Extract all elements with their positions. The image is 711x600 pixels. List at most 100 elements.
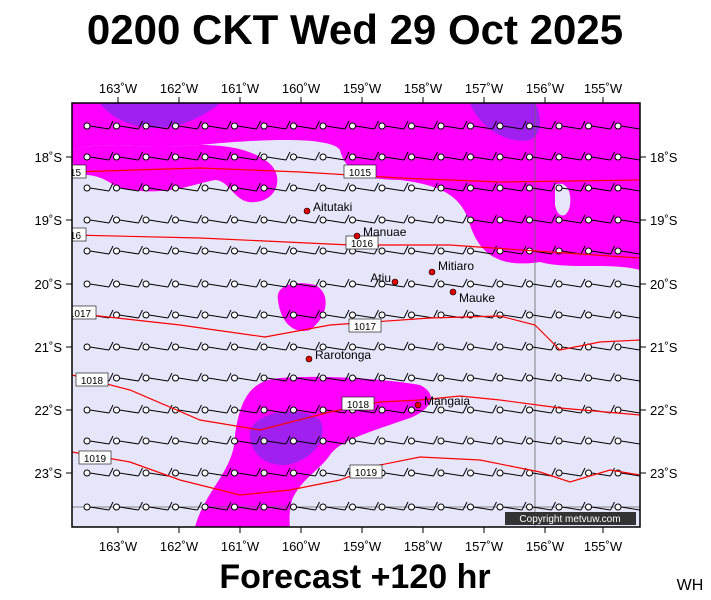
barb-shaft bbox=[443, 156, 464, 161]
barb-station bbox=[437, 247, 445, 255]
barb-station bbox=[290, 122, 297, 130]
barb-station bbox=[231, 153, 238, 161]
barb-shaft bbox=[355, 314, 375, 319]
barb-station bbox=[408, 153, 415, 161]
barb-shaft bbox=[620, 346, 640, 351]
barb-shaft bbox=[148, 125, 169, 130]
barb-station bbox=[231, 311, 238, 319]
barb-shaft bbox=[355, 156, 375, 161]
barb-flag bbox=[610, 372, 615, 382]
barb-flag bbox=[433, 151, 438, 161]
barb-shaft bbox=[119, 283, 139, 288]
barb-station bbox=[172, 247, 179, 255]
isobar-label-box bbox=[72, 305, 97, 320]
barb-shaft bbox=[591, 472, 611, 477]
barb-flag bbox=[285, 435, 291, 445]
barb-shaft bbox=[207, 346, 228, 351]
barb-station bbox=[378, 247, 386, 255]
barb-flag bbox=[197, 120, 202, 130]
barb-station bbox=[349, 311, 356, 319]
barb-station bbox=[467, 216, 474, 224]
barb-shaft bbox=[591, 156, 611, 161]
barb-flag bbox=[108, 435, 114, 445]
barb-shaft bbox=[561, 377, 582, 382]
barb-shaft bbox=[148, 506, 169, 511]
barb-flag bbox=[462, 501, 468, 511]
barb-shaft bbox=[561, 219, 582, 224]
barb-flag bbox=[138, 182, 143, 192]
barb-station bbox=[378, 122, 386, 130]
clear-area bbox=[555, 183, 571, 216]
map: 1015 1015 1016 1016 1017 1017 1018 1018 1019 1019 bbox=[59, 103, 640, 527]
barb-shaft bbox=[502, 314, 523, 319]
barb-station bbox=[526, 503, 533, 511]
barb-flag bbox=[256, 501, 261, 511]
barb-shaft bbox=[119, 440, 139, 445]
barb-shaft bbox=[119, 219, 139, 224]
barb-station bbox=[231, 280, 238, 288]
barb-station bbox=[614, 280, 622, 288]
barb-flag bbox=[374, 214, 379, 224]
barb-shaft bbox=[532, 314, 552, 319]
barb-flag bbox=[433, 245, 438, 255]
barb-shaft bbox=[414, 156, 434, 161]
barb-flag bbox=[403, 120, 409, 130]
barb-flag bbox=[108, 120, 114, 130]
barb-flag bbox=[374, 372, 379, 382]
barb-station bbox=[614, 374, 622, 382]
barb-flag bbox=[167, 435, 173, 445]
barb-station bbox=[437, 122, 445, 130]
barb-station bbox=[437, 503, 445, 511]
isobar-label: 1015 bbox=[349, 168, 372, 179]
barb-shaft bbox=[325, 125, 346, 130]
island-marker bbox=[428, 268, 436, 276]
barb-station bbox=[172, 503, 179, 511]
barb-shaft bbox=[473, 187, 493, 192]
barb-shaft bbox=[89, 409, 110, 414]
copyright-box bbox=[505, 512, 636, 525]
barb-station bbox=[290, 216, 297, 224]
barb-shaft bbox=[237, 440, 257, 445]
barb-station bbox=[260, 343, 268, 351]
corner-label: WH bbox=[677, 577, 704, 594]
barb-shaft bbox=[178, 314, 198, 319]
isobar-labels: 1015 1015 1016 1016 1017 1017 1018 1018 1019 1019 bbox=[59, 164, 383, 479]
barb-shaft bbox=[355, 440, 375, 445]
barb-flag bbox=[403, 435, 409, 445]
barb-flag bbox=[551, 501, 556, 511]
isobar-label-box bbox=[72, 227, 87, 242]
lat-label: 22˚S bbox=[35, 403, 63, 418]
barb-station bbox=[83, 280, 91, 288]
barb-flag bbox=[138, 151, 143, 161]
barb-station bbox=[113, 503, 120, 511]
barb-station bbox=[83, 343, 91, 351]
barb-station bbox=[231, 406, 238, 414]
barb-shaft bbox=[119, 377, 139, 382]
barb-flag bbox=[256, 435, 261, 445]
isobar-label: 1015 bbox=[59, 168, 82, 179]
barb-station bbox=[319, 247, 327, 255]
isobar-label: 1017 bbox=[69, 309, 92, 320]
barb-shaft bbox=[384, 314, 405, 319]
barb-flag bbox=[433, 120, 438, 130]
barb-station bbox=[319, 184, 327, 192]
barb-station bbox=[349, 280, 356, 288]
barb-flag bbox=[285, 309, 291, 319]
barb-shaft bbox=[296, 506, 316, 511]
barb-shaft bbox=[532, 125, 552, 130]
isobar-label-box bbox=[345, 235, 379, 250]
barb-flag bbox=[256, 309, 261, 319]
isobar-label-box bbox=[341, 396, 375, 411]
barb-station bbox=[142, 406, 150, 414]
barb-flag bbox=[344, 501, 350, 511]
barb-flag bbox=[256, 467, 261, 477]
precip-area bbox=[195, 376, 431, 527]
barb-flag bbox=[315, 309, 320, 319]
barb-shaft bbox=[296, 346, 316, 351]
barb-shaft bbox=[119, 409, 139, 414]
barb-station bbox=[231, 247, 238, 255]
barb-shaft bbox=[325, 156, 346, 161]
barb-station bbox=[349, 122, 356, 130]
barb-station bbox=[467, 122, 474, 130]
barb-flag bbox=[580, 214, 586, 224]
